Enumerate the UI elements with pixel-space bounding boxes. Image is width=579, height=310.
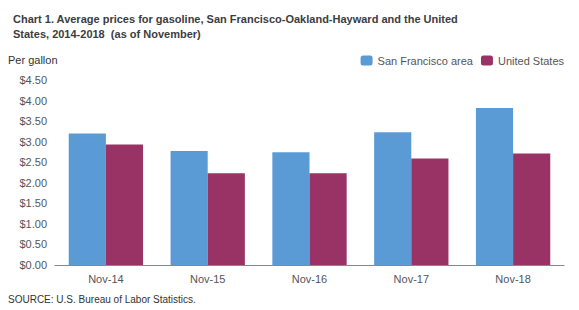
svg-text:$2.00: $2.00 <box>19 177 47 189</box>
svg-text:$0.50: $0.50 <box>19 238 47 250</box>
svg-text:$4.50: $4.50 <box>19 74 47 86</box>
svg-text:SOURCE: U.S. Bureau of Labor S: SOURCE: U.S. Bureau of Labor Statistics. <box>8 294 196 305</box>
svg-text:$1.50: $1.50 <box>19 197 47 209</box>
svg-text:Nov-15: Nov-15 <box>190 273 225 285</box>
svg-text:Nov-14: Nov-14 <box>88 273 123 285</box>
svg-text:Nov-16: Nov-16 <box>292 273 327 285</box>
svg-text:Nov-18: Nov-18 <box>495 273 530 285</box>
svg-text:$0.00: $0.00 <box>19 259 47 271</box>
svg-text:$4.00: $4.00 <box>19 95 47 107</box>
svg-text:United States: United States <box>498 55 565 67</box>
svg-text:San Francisco area: San Francisco area <box>378 55 474 67</box>
svg-text:$3.00: $3.00 <box>19 136 47 148</box>
svg-text:$2.50: $2.50 <box>19 156 47 168</box>
svg-text:$3.50: $3.50 <box>19 115 47 127</box>
svg-text:Per gallon: Per gallon <box>8 54 58 66</box>
svg-text:States, 2014-2018 (as of Nove: States, 2014-2018 (as of November) <box>13 28 201 40</box>
svg-text:Nov-17: Nov-17 <box>394 273 429 285</box>
svg-text:Chart 1. Average prices for ga: Chart 1. Average prices for gasoline, Sa… <box>13 13 458 25</box>
svg-text:$1.00: $1.00 <box>19 218 47 230</box>
